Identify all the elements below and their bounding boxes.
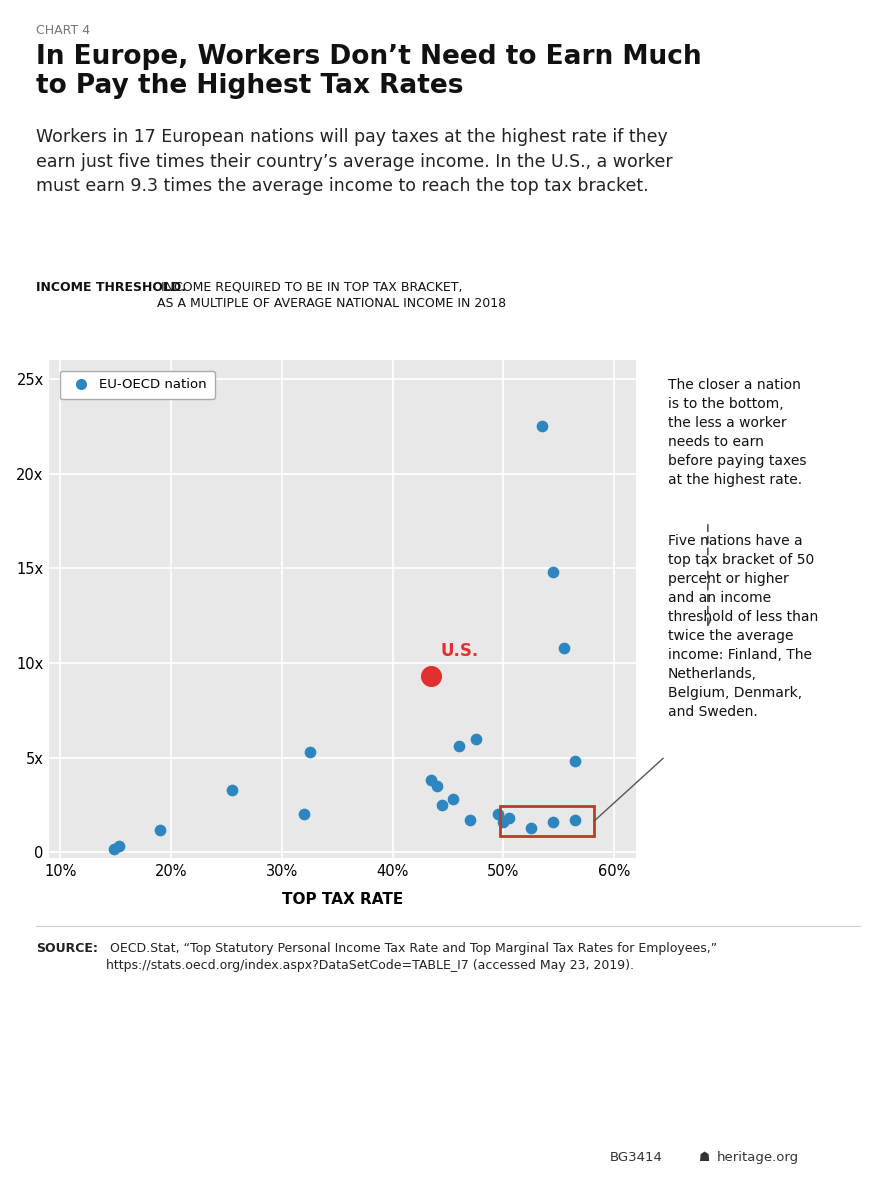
Point xyxy=(491,805,505,824)
Point xyxy=(535,416,549,436)
Point xyxy=(424,770,438,790)
Point xyxy=(446,790,461,809)
Bar xyxy=(500,806,594,836)
Text: ☗: ☗ xyxy=(699,1151,711,1164)
Point xyxy=(452,737,466,756)
Text: BG3414: BG3414 xyxy=(609,1151,662,1164)
Point xyxy=(524,818,538,838)
Text: In Europe, Workers Don’t Need to Earn Much
to Pay the Highest Tax Rates: In Europe, Workers Don’t Need to Earn Mu… xyxy=(36,44,702,100)
Point xyxy=(557,638,572,658)
Point xyxy=(568,752,582,772)
Point xyxy=(568,810,582,829)
Point xyxy=(435,796,450,815)
Point xyxy=(546,563,560,582)
Point xyxy=(225,780,239,799)
Point xyxy=(424,667,438,686)
Text: OECD.Stat, “Top Statutory Personal Income Tax Rate and Top Marginal Tax Rates fo: OECD.Stat, “Top Statutory Personal Incom… xyxy=(106,942,717,972)
Point xyxy=(297,805,311,824)
Point xyxy=(430,776,444,796)
Point xyxy=(546,812,560,832)
Point xyxy=(469,730,483,749)
Text: Five nations have a
top tax bracket of 50
percent or higher
and an income
thresh: Five nations have a top tax bracket of 5… xyxy=(668,534,818,719)
X-axis label: TOP TAX RATE: TOP TAX RATE xyxy=(282,893,403,907)
Point xyxy=(153,820,168,839)
Point xyxy=(463,810,478,829)
Text: U.S.: U.S. xyxy=(440,642,478,660)
Text: INCOME THRESHOLD.: INCOME THRESHOLD. xyxy=(36,281,185,294)
Text: INCOME REQUIRED TO BE IN TOP TAX BRACKET,
AS A MULTIPLE OF AVERAGE NATIONAL INCO: INCOME REQUIRED TO BE IN TOP TAX BRACKET… xyxy=(157,281,506,310)
Point xyxy=(502,809,516,828)
Text: SOURCE:: SOURCE: xyxy=(36,942,98,955)
Legend: EU-OECD nation: EU-OECD nation xyxy=(60,371,215,400)
Text: heritage.org: heritage.org xyxy=(717,1151,799,1164)
Text: CHART 4: CHART 4 xyxy=(36,24,90,37)
Point xyxy=(496,812,511,832)
Point xyxy=(107,839,121,858)
Point xyxy=(302,743,316,762)
Text: The closer a nation
is to the bottom,
the less a worker
needs to earn
before pay: The closer a nation is to the bottom, th… xyxy=(668,378,806,487)
Text: Workers in 17 European nations will pay taxes at the highest rate if they
earn j: Workers in 17 European nations will pay … xyxy=(36,128,673,196)
Point xyxy=(112,836,126,856)
